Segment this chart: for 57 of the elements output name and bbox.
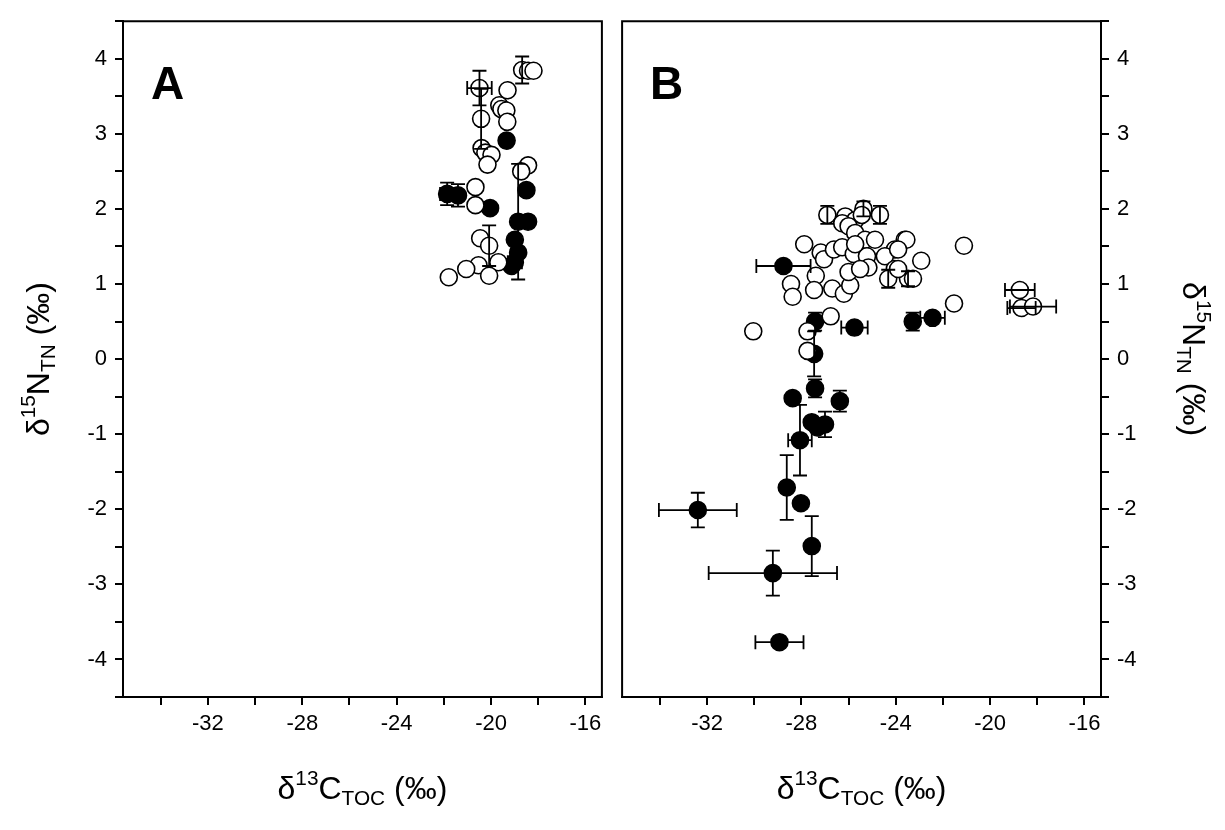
- point: [791, 493, 811, 513]
- y-tick-label: -1: [1117, 420, 1137, 446]
- point: [497, 131, 516, 150]
- y-tick-label: 4: [94, 44, 107, 70]
- point: [944, 294, 964, 313]
- text: B: [650, 56, 684, 109]
- point: [954, 236, 974, 256]
- y-tick-label: 1: [1117, 270, 1130, 296]
- point: [524, 61, 543, 81]
- point: [479, 266, 499, 286]
- point: [911, 251, 931, 271]
- x-tick-label: -28: [286, 710, 319, 736]
- point: [498, 112, 517, 132]
- x-tick-label: -28: [785, 710, 818, 736]
- point: [821, 307, 840, 326]
- point: [783, 287, 802, 307]
- y-tick-label: -3: [1117, 570, 1137, 596]
- point: [466, 177, 485, 197]
- point: [498, 80, 517, 100]
- point: [865, 230, 885, 250]
- y-tick-label: 2: [94, 194, 107, 220]
- y-tick-label: -4: [1117, 645, 1137, 671]
- y-tick-label: -2: [87, 495, 107, 521]
- x-tick-label: -32: [192, 710, 224, 736]
- x-tick-label: -16: [1068, 710, 1101, 736]
- point: [466, 195, 485, 215]
- point: [794, 234, 814, 254]
- x-tick-label: -24: [380, 710, 413, 736]
- x-tick-label: -32: [691, 710, 723, 736]
- point: [804, 280, 824, 300]
- y-tick-label: 3: [94, 119, 107, 145]
- x-tick-label: -20: [974, 710, 1007, 736]
- point: [478, 155, 497, 174]
- y-tick-label: -3: [87, 570, 107, 596]
- y-axis-title: δ15NTN (‰): [15, 282, 60, 437]
- text: A: [151, 56, 185, 109]
- y-tick-label: 0: [1117, 345, 1130, 371]
- point: [439, 267, 459, 287]
- y-tick-label: 3: [1117, 119, 1130, 145]
- x-tick-label: -24: [879, 710, 912, 736]
- y-tick-label: 2: [1117, 194, 1130, 220]
- point: [456, 259, 476, 279]
- y-tick-label: -1: [87, 420, 107, 446]
- y-tick-label: -2: [1117, 495, 1137, 521]
- y-tick-label: -4: [87, 645, 107, 671]
- point: [850, 259, 870, 279]
- point: [517, 180, 536, 200]
- point: [845, 234, 865, 254]
- x-tick-label: -20: [475, 710, 507, 736]
- y-tick-label: 1: [94, 270, 107, 296]
- point: [783, 388, 802, 408]
- point: [845, 318, 864, 337]
- x-tick-label: -16: [569, 710, 602, 736]
- y-tick-label: 0: [94, 345, 107, 371]
- y-axis-title: δ15NTN (‰): [1172, 282, 1217, 437]
- point: [743, 322, 763, 341]
- y-tick-label: 4: [1117, 44, 1130, 70]
